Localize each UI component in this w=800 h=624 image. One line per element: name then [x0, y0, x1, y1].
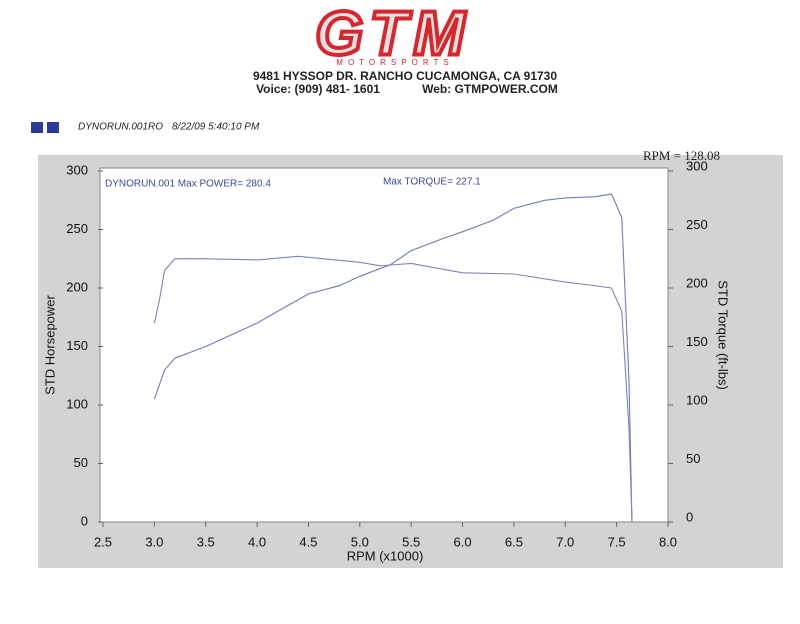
plot-area: [99, 167, 669, 523]
x-tick-label: 3.0: [145, 534, 163, 549]
y2-tick-label: 150: [686, 334, 708, 349]
logo: GTM: [315, 0, 471, 68]
logo-sub: MOTORSPORTS: [336, 58, 453, 67]
marks: 2.5 3.0 3.5 4.0 4.5 5.0 5.5 6.0 6.5 7.0 7.5 8.0 0 50 1…: [66, 158, 707, 549]
y2-tick-label: 300: [686, 158, 708, 173]
y2-axis-label: STD Torque (ft-lbs): [716, 280, 731, 390]
y-tick-label: 150: [66, 338, 88, 353]
run-file: DYNORUN.001RO: [78, 122, 163, 133]
y-tick-label: 250: [66, 221, 88, 236]
annotation: Max TORQUE= 227.1: [383, 177, 481, 188]
y-tick-label: 50: [74, 455, 88, 470]
run-time: 8/22/09 5:40:10 PM: [172, 122, 260, 133]
y2-tick-label: 100: [686, 392, 708, 407]
x-axis-label: RPM (x1000): [347, 548, 424, 563]
y-tick-label: 100: [66, 396, 88, 411]
web: Web: GTMPOWER.COM: [422, 82, 558, 96]
y2-tick-label: 200: [686, 275, 708, 290]
y-tick-label: 300: [66, 162, 88, 177]
icon: [47, 122, 59, 133]
annotation: DYNORUN.001 Max POWER= 280.4: [105, 179, 271, 190]
y2-tick-label: 0: [686, 509, 693, 524]
y-tick-label: 0: [81, 513, 88, 528]
x-tick-label: 6.0: [454, 534, 472, 549]
x-tick-label: 7.5: [608, 534, 626, 549]
x-tick-label: 6.5: [505, 534, 523, 549]
voice: Voice: (909) 481- 1601: [256, 82, 380, 96]
x-tick-label: 3.5: [197, 534, 215, 549]
corner-note: RPM = 128.08: [643, 148, 720, 163]
y-axis-label: STD Horsepower: [42, 294, 57, 394]
x-tick-label: 2.5: [94, 534, 112, 549]
x-tick-label: 8.0: [659, 534, 677, 549]
series-line: [153, 255, 633, 523]
x-tick-label: 4.0: [248, 534, 266, 549]
y-tick-label: 200: [66, 279, 88, 294]
y2-tick-label: 50: [686, 451, 700, 466]
x-tick-label: 7.0: [556, 534, 574, 549]
icon: [31, 122, 43, 133]
y2-tick-label: 250: [686, 217, 708, 232]
x-tick-label: 5.0: [351, 534, 369, 549]
series-line: [153, 193, 633, 523]
address: 9481 HYSSOP DR. RANCHO CUCAMONGA, CA 917…: [253, 69, 557, 83]
x-tick-label: 4.5: [299, 534, 317, 549]
x-tick-label: 5.5: [402, 534, 420, 549]
